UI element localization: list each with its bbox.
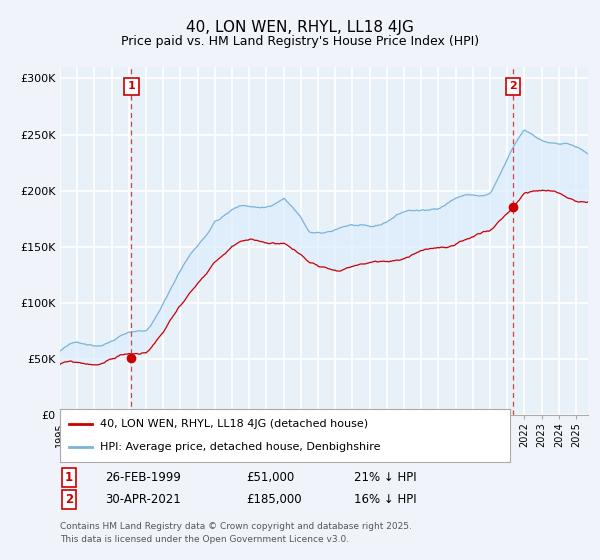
Text: £185,000: £185,000 (246, 493, 302, 506)
Text: £51,000: £51,000 (246, 470, 294, 484)
Text: 40, LON WEN, RHYL, LL18 4JG: 40, LON WEN, RHYL, LL18 4JG (186, 20, 414, 35)
Text: 26-FEB-1999: 26-FEB-1999 (105, 470, 181, 484)
Text: 16% ↓ HPI: 16% ↓ HPI (354, 493, 416, 506)
Text: 40, LON WEN, RHYL, LL18 4JG (detached house): 40, LON WEN, RHYL, LL18 4JG (detached ho… (101, 419, 368, 429)
Text: 30-APR-2021: 30-APR-2021 (105, 493, 181, 506)
Text: 2: 2 (509, 81, 517, 91)
Text: 2: 2 (65, 493, 73, 506)
Text: 1: 1 (127, 81, 135, 91)
Text: Contains HM Land Registry data © Crown copyright and database right 2025.
This d: Contains HM Land Registry data © Crown c… (60, 522, 412, 544)
Text: 21% ↓ HPI: 21% ↓ HPI (354, 470, 416, 484)
Text: Price paid vs. HM Land Registry's House Price Index (HPI): Price paid vs. HM Land Registry's House … (121, 35, 479, 48)
Text: HPI: Average price, detached house, Denbighshire: HPI: Average price, detached house, Denb… (101, 442, 381, 452)
Text: 1: 1 (65, 470, 73, 484)
